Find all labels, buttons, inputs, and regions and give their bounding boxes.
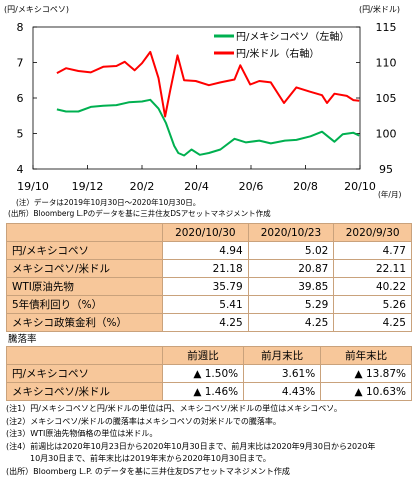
footnotes: (注1）円/メキシコペソと円/米ドルの単位は円、メキシコペソ/米ドルの単位はメキ…: [6, 403, 375, 479]
footnote: (注2）メキシコペソ/米ドルの騰落率はメキシコペソの対米ドルでの騰落率。: [6, 416, 281, 426]
y-left-tick-label: 8: [17, 21, 24, 34]
table-row: 5年債利回り（%） 5.41 5.29 5.26: [6, 295, 412, 314]
row-label: WTI原油先物: [6, 277, 163, 296]
x-tick-label: 20/6: [239, 180, 264, 193]
series-line-jpy-mxn: [56, 98, 360, 157]
table-header-row: 2020/10/30 2020/10/23 2020/9/30: [6, 223, 412, 242]
row-label: 円/メキシコペソ: [6, 241, 163, 260]
y-right-tick-label: 115: [376, 21, 397, 34]
x-tick-label: 19/12: [72, 180, 104, 193]
table-cell: 5.41: [162, 295, 249, 314]
change-rate-table: 前週比 前月末比 前年末比 円/メキシコペソ ▲ 1.50% 3.61% ▲ 1…: [6, 346, 412, 401]
table-cell: 4.94: [162, 241, 249, 260]
table-cell: 4.77: [333, 241, 412, 260]
table-header-cell: 2020/9/30: [333, 223, 412, 242]
table-header-cell: 前年末比: [320, 346, 412, 365]
table-cell: 4.25: [162, 313, 249, 332]
legend-label-jpy-mxn: 円/メキシコペソ（左軸）: [236, 30, 349, 43]
table-cell: 39.85: [247, 277, 335, 296]
table-cell: 4.25: [247, 313, 335, 332]
y-left-tick-label: 5: [17, 128, 24, 141]
table-header-blank: [6, 346, 163, 365]
table-header-cell: 前週比: [161, 346, 245, 365]
right-axis-label: (円/米ドル): [359, 4, 400, 14]
y-right-tick-label: 100: [376, 128, 397, 141]
chart-note: (注）データは2019年10月30日～2020年10月30日。: [16, 197, 200, 207]
table-header-blank: [6, 223, 163, 242]
y-left-tick-label: 7: [17, 57, 24, 70]
footnote: (注1）円/メキシコペソと円/米ドルの単位は円、メキシコペソ/米ドルの単位はメキ…: [6, 404, 342, 413]
table-cell: ▲ 1.50%: [161, 364, 245, 383]
x-tick-label: 20/8: [293, 180, 318, 193]
table-cell: ▲ 13.87%: [320, 364, 412, 383]
table-header-cell: 2020/10/30: [162, 223, 249, 242]
x-tick-label: 19/10: [17, 180, 49, 193]
table-row: メキシコ政策金利（%） 4.25 4.25 4.25: [6, 313, 412, 332]
row-label: メキシコペソ/米ドル: [6, 259, 163, 278]
series-line-jpy-usd: [56, 50, 360, 118]
table-header-row: 前週比 前月末比 前年末比: [6, 346, 412, 365]
table-cell: 5.29: [247, 295, 335, 314]
table-cell: 3.61%: [243, 364, 322, 383]
table-row: WTI原油先物 35.79 39.85 40.22: [6, 277, 412, 296]
x-tick-label: 20/4: [184, 180, 209, 193]
y-right-tick-label: 95: [379, 163, 393, 176]
table-cell: 5.26: [333, 295, 412, 314]
left-axis-label: (円/メキシコペソ): [4, 5, 69, 14]
x-tick-label: 20/10: [344, 180, 376, 193]
table-cell: 22.11: [333, 259, 412, 278]
table-row: 円/メキシコペソ ▲ 1.50% 3.61% ▲ 13.87%: [6, 364, 412, 383]
footnote: 10月30日まで、前年末比は2019年末から2020年10月30日まで。: [6, 454, 271, 464]
row-label: メキシコ政策金利（%）: [6, 313, 163, 332]
section-title: 騰落率: [8, 334, 37, 345]
table-cell: 4.25: [333, 313, 412, 332]
y-right-tick-label: 105: [376, 92, 397, 105]
row-label: メキシコペソ/米ドル: [6, 382, 163, 401]
market-data-table: 2020/10/30 2020/10/23 2020/9/30 円/メキシコペソ…: [6, 223, 412, 332]
row-label: 5年債利回り（%）: [6, 295, 163, 314]
y-left-tick-label: 6: [17, 92, 24, 105]
table-cell: 5.02: [247, 241, 335, 260]
table-cell: 40.22: [333, 277, 412, 296]
footnote: (出所）Bloomberg L.P. のデータを基に三井住友DSアセットマネジメ…: [6, 466, 290, 476]
x-axis-label: (年/月): [378, 189, 401, 199]
table-cell: ▲ 10.63%: [320, 382, 412, 401]
table-cell: 21.18: [162, 259, 249, 278]
row-label: 円/メキシコペソ: [6, 364, 163, 383]
table-cell: 20.87: [247, 259, 335, 278]
footnote: (注4）前週比は2020年10月23日から2020年10月30日まで、前月末比は…: [6, 441, 376, 451]
footnote: (注3）WTI原油先物価格の単位は米ドル。: [6, 429, 158, 439]
chart-source: (出所）Bloomberg L.Pのデータを基に三井住友DSアセットマネジメント…: [8, 208, 271, 218]
table-cell: 35.79: [162, 277, 249, 296]
legend: 円/メキシコペソ（左軸） 円/米ドル（右軸）: [214, 30, 349, 60]
y-right-tick-label: 110: [376, 57, 397, 70]
table-header-cell: 2020/10/23: [247, 223, 335, 242]
table-cell: 4.43%: [243, 382, 322, 401]
x-tick-label: 20/2: [130, 180, 155, 193]
legend-label-jpy-usd: 円/米ドル（右軸）: [236, 47, 319, 60]
table-row: 円/メキシコペソ 4.94 5.02 4.77: [6, 241, 412, 260]
y-left-tick-label: 4: [17, 163, 24, 176]
table-row: メキシコペソ/米ドル ▲ 1.46% 4.43% ▲ 10.63%: [6, 382, 412, 401]
table-header-cell: 前月末比: [243, 346, 322, 365]
table-row: メキシコペソ/米ドル 21.18 20.87 22.11: [6, 259, 412, 278]
table-cell: ▲ 1.46%: [161, 382, 245, 401]
